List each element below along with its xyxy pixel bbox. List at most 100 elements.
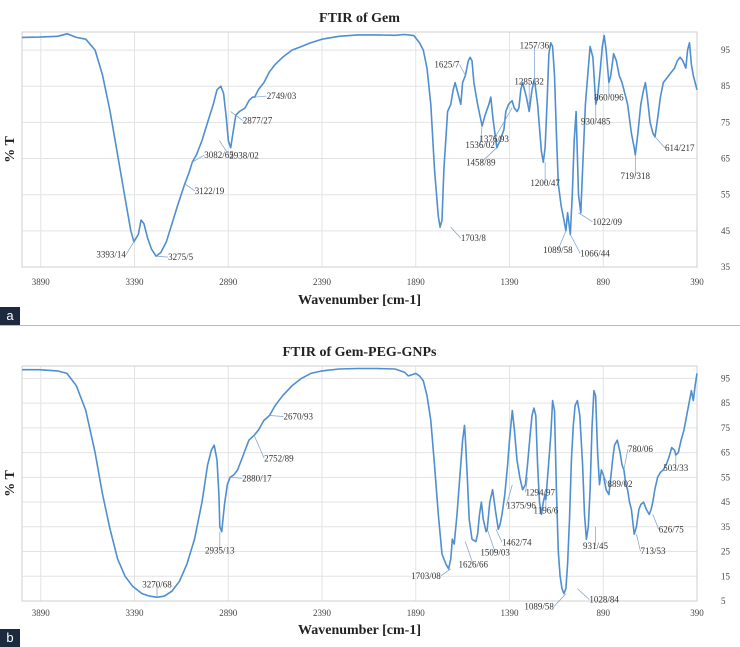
peak-label: 1196/6 <box>534 506 559 516</box>
peak-annotations: 3270/68 2935/13 2880/17 2752/89 2670/93 1703/… <box>142 411 689 611</box>
chart-panel-b: FTIR of Gem-PEG-GNPs Wavenumber [cm-1] % T… <box>0 326 740 647</box>
peak-leader-line <box>652 514 660 530</box>
peak-label: 1257/36 <box>520 41 550 51</box>
x-tick-labels: 3890 3390 2890 2390 1890 1390 890 390 <box>32 608 705 618</box>
peak-leader-line <box>569 234 581 254</box>
peak-leader-line <box>459 64 466 76</box>
y-tick-label: 95 <box>721 373 731 383</box>
ftir-chart-gem-peg-gnps: FTIR of Gem-PEG-GNPs Wavenumber [cm-1] % T… <box>3 345 731 638</box>
peak-leader-line <box>603 474 608 484</box>
peak-label: 2877/27 <box>243 116 273 126</box>
peak-leader-line <box>464 541 474 565</box>
peak-label: 1703/8 <box>461 233 487 243</box>
panel-divider <box>0 325 740 326</box>
y-tick-label: 65 <box>721 448 731 458</box>
peak-leader-line <box>505 484 513 506</box>
peak-label: 2935/13 <box>205 546 235 556</box>
x-tick-label: 3890 <box>32 608 51 618</box>
peak-leader-line <box>486 529 496 553</box>
x-tick-label: 1890 <box>407 277 426 287</box>
y-tick-label: 35 <box>721 262 731 272</box>
x-tick-label: 1890 <box>407 608 426 618</box>
peak-leader-line <box>557 230 567 250</box>
peak-label: 1509/03 <box>480 547 510 557</box>
peak-leader-line <box>495 529 503 543</box>
peak-label: 1089/58 <box>524 602 554 612</box>
panel-label-b: b <box>0 629 20 647</box>
peak-leader-line <box>230 476 243 479</box>
y-axis-label: % T <box>3 136 18 163</box>
spectrum-line <box>21 33 698 257</box>
x-tick-label: 2890 <box>219 277 238 287</box>
x-tick-label: 2890 <box>219 608 238 618</box>
peak-label: 626/75 <box>659 524 685 534</box>
y-tick-label: 55 <box>721 190 731 200</box>
y-tick-label: 15 <box>721 571 731 581</box>
x-tick-label: 3390 <box>126 277 145 287</box>
peak-label: 503/33 <box>663 463 689 473</box>
peak-leader-line <box>636 534 641 552</box>
y-tick-labels: 5 15 25 35 45 55 65 75 85 95 <box>721 373 731 606</box>
peak-leader-line <box>577 588 590 600</box>
peak-leader-line <box>192 154 205 163</box>
peak-leader-line <box>578 212 593 223</box>
peak-label: 3122/19 <box>195 186 225 196</box>
peak-label: 614/217 <box>665 143 695 153</box>
peak-label: 1022/09 <box>593 217 623 227</box>
peak-leader-line <box>450 226 462 239</box>
y-tick-label: 95 <box>721 45 731 55</box>
peak-label: 930/485 <box>581 116 611 126</box>
plot-frame <box>21 365 698 602</box>
x-tick-label: 2390 <box>313 277 332 287</box>
peak-label: 3270/68 <box>142 579 172 589</box>
peak-label: 1625/7 <box>434 59 460 69</box>
y-tick-label: 45 <box>721 226 731 236</box>
peak-label: 713/53 <box>640 546 666 556</box>
peak-leader-line <box>230 111 243 121</box>
peak-label: 1200/47 <box>530 178 560 188</box>
y-tick-label: 5 <box>721 596 726 606</box>
chart-panel-a: FTIR of Gem Wavenumber [cm-1] % T 3890 3390 2… <box>0 11 731 325</box>
y-tick-label: 85 <box>721 398 731 408</box>
peak-leader-line <box>184 183 195 192</box>
y-tick-label: 25 <box>721 547 731 557</box>
chart-title: FTIR of Gem <box>319 11 400 26</box>
y-tick-label: 35 <box>721 522 731 532</box>
peak-leader-line <box>480 147 497 163</box>
x-tick-label: 390 <box>690 277 704 287</box>
peak-leader-line <box>218 140 230 156</box>
x-tick-label: 3390 <box>126 608 145 618</box>
peak-label: 1028/84 <box>589 595 619 605</box>
peak-leader-line <box>654 136 666 149</box>
y-tick-label: 75 <box>721 117 731 127</box>
peak-leader-line <box>125 241 135 255</box>
peak-label: 2670/93 <box>284 411 314 421</box>
peak-label: 2880/17 <box>242 473 272 483</box>
y-tick-label: 75 <box>721 423 731 433</box>
peak-leader-line <box>254 95 267 98</box>
x-tick-label: 2390 <box>313 608 332 618</box>
y-tick-label: 85 <box>721 81 731 91</box>
y-axis-label: % T <box>3 470 18 497</box>
spectrum-line <box>22 367 698 599</box>
peak-leader-line <box>493 107 513 140</box>
peak-leader-line <box>479 125 483 146</box>
x-tick-label: 890 <box>597 608 611 618</box>
y-tick-labels: 35 45 55 65 75 85 95 <box>721 45 731 272</box>
peak-label: 1294/97 <box>526 487 556 497</box>
peak-label: 931/45 <box>583 541 609 551</box>
y-tick-label: 65 <box>721 154 731 164</box>
peak-label: 3393/14 <box>96 250 126 260</box>
peak-leader-line <box>623 448 629 470</box>
ftir-chart-gem: FTIR of Gem Wavenumber [cm-1] % T 3890 3390 2… <box>3 11 731 308</box>
peak-leader-line <box>269 415 284 417</box>
x-axis-label: Wavenumber [cm-1] <box>298 293 421 308</box>
y-tick-label: 45 <box>721 497 731 507</box>
peak-leader-line <box>253 435 265 459</box>
x-tick-label: 3890 <box>32 277 51 287</box>
peak-label: 1703/08 <box>411 571 441 581</box>
peak-label: 1285/32 <box>514 76 544 86</box>
peak-label: 3082/65 <box>204 150 234 160</box>
peak-label: 2938/02 <box>229 150 259 160</box>
x-tick-label: 890 <box>597 277 611 287</box>
